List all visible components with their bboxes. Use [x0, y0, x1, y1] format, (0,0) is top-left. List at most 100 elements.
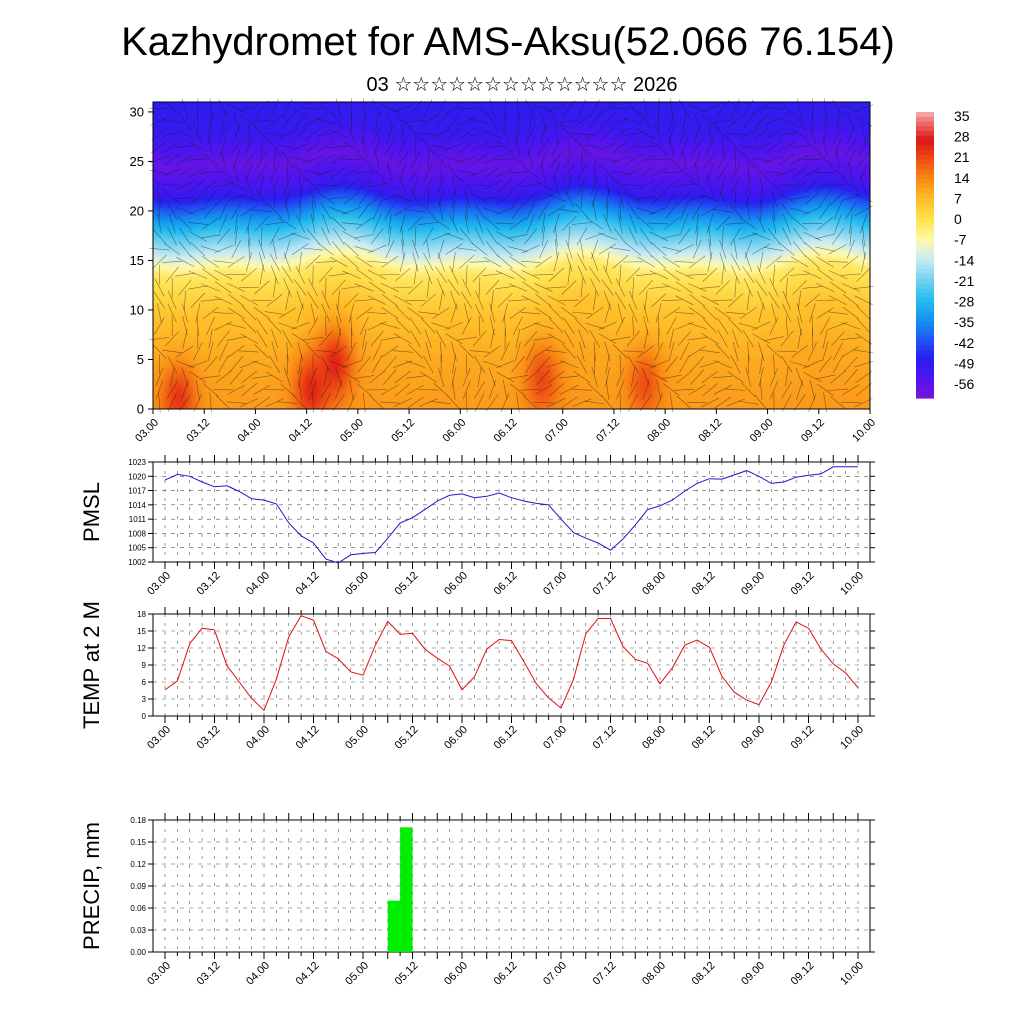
wind-barb — [240, 204, 258, 217]
wind-barb — [509, 307, 527, 320]
wind-barb — [854, 205, 873, 216]
wind-barb — [623, 168, 643, 177]
wind-barb — [409, 163, 422, 181]
wind-barb — [548, 383, 565, 397]
wind-barb — [412, 252, 419, 272]
wind-barb — [564, 150, 575, 169]
colorbar-strip — [916, 231, 934, 237]
wind-barb — [741, 151, 755, 168]
wind-barbs-overlay — [149, 98, 874, 413]
wind-barb — [193, 124, 203, 144]
wind-barb — [725, 388, 746, 391]
wind-barb — [321, 227, 331, 246]
wind-barb — [216, 228, 231, 245]
wind-barb — [674, 183, 695, 187]
wind-barb — [822, 328, 828, 349]
wind-barb — [614, 291, 626, 309]
x-tick-label: 08.00 — [640, 724, 668, 752]
wind-barb — [427, 149, 430, 170]
wind-barb — [449, 214, 459, 233]
wind-barb — [370, 330, 384, 347]
wind-barb — [253, 306, 271, 320]
wind-barb — [509, 383, 526, 397]
wind-barb — [206, 316, 215, 336]
colorbar-strip — [916, 221, 934, 227]
wind-barb — [321, 290, 331, 310]
wind-barb — [705, 137, 715, 156]
wind-barb — [362, 328, 367, 349]
colorbar-label: 7 — [954, 190, 962, 206]
wind-barb — [328, 196, 349, 200]
wind-barb — [215, 370, 232, 384]
colorbar-strip — [916, 164, 934, 170]
wind-barb — [612, 255, 629, 269]
wind-barb — [719, 252, 726, 272]
wind-barb — [277, 144, 298, 150]
y-axis-title: TEMP at 2 M — [79, 601, 104, 729]
wind-barb — [575, 203, 589, 219]
wind-barb — [187, 222, 208, 225]
wind-barb — [354, 171, 375, 174]
colorbar-strip — [916, 140, 934, 146]
wind-barb — [591, 175, 599, 195]
wind-barb — [393, 295, 412, 306]
wind-barb — [319, 267, 333, 283]
wind-barb — [439, 200, 444, 221]
wind-barb — [713, 385, 732, 395]
wind-barb — [830, 331, 846, 347]
wind-barb — [836, 111, 840, 132]
wind-barb — [777, 192, 796, 204]
wind-barb — [342, 270, 361, 279]
wind-barb — [258, 239, 266, 259]
wind-barb — [329, 154, 348, 165]
wind-barb — [399, 213, 406, 234]
wind-barb — [803, 206, 822, 216]
wind-barb — [283, 278, 292, 297]
wind-barb — [465, 200, 468, 221]
wind-barb — [535, 255, 552, 268]
wind-barb — [356, 217, 373, 230]
wind-barb — [367, 295, 387, 305]
y-tick-label: 1014 — [128, 501, 146, 510]
wind-barb — [649, 167, 668, 178]
x-tick-label: 07.00 — [543, 417, 571, 445]
wind-barb — [520, 183, 541, 187]
wind-barb — [778, 153, 796, 166]
wind-barb — [507, 171, 528, 174]
wind-barb — [245, 252, 253, 272]
wind-barb — [218, 355, 229, 374]
colorbar-strip — [916, 374, 934, 380]
wind-barb — [420, 114, 437, 128]
x-tick-label: 09.12 — [789, 724, 817, 752]
wind-barb — [293, 164, 307, 181]
x-tick-label: 07.00 — [541, 960, 569, 988]
wind-barb — [520, 260, 541, 263]
wind-barb — [515, 137, 521, 157]
wind-barb — [317, 242, 334, 256]
wind-barb — [700, 295, 720, 306]
wind-barb — [408, 216, 423, 232]
wind-barb — [715, 216, 731, 231]
page-subtitle: 03 ☆☆☆☆☆☆☆☆☆☆☆☆☆ 2026 — [367, 74, 678, 96]
wind-barb — [649, 371, 668, 383]
wind-barb — [335, 303, 342, 323]
wind-barb — [285, 200, 290, 221]
wind-barb — [804, 191, 821, 205]
wind-barb — [445, 243, 463, 255]
wind-barb — [785, 277, 788, 298]
wind-barb — [226, 104, 246, 113]
wind-barb — [658, 315, 660, 336]
wind-barb — [797, 303, 803, 323]
wind-barb — [386, 111, 393, 131]
wind-barb — [200, 171, 221, 174]
wind-barb — [742, 112, 755, 130]
wind-barb — [782, 214, 791, 234]
wind-barb — [188, 207, 208, 215]
wind-barb — [393, 398, 412, 408]
wind-barb — [371, 355, 383, 374]
colorbar-strip — [916, 173, 934, 180]
wind-barb — [784, 367, 789, 387]
wind-barb — [725, 311, 746, 315]
wind-barb — [437, 175, 445, 195]
wind-barb — [779, 267, 795, 282]
